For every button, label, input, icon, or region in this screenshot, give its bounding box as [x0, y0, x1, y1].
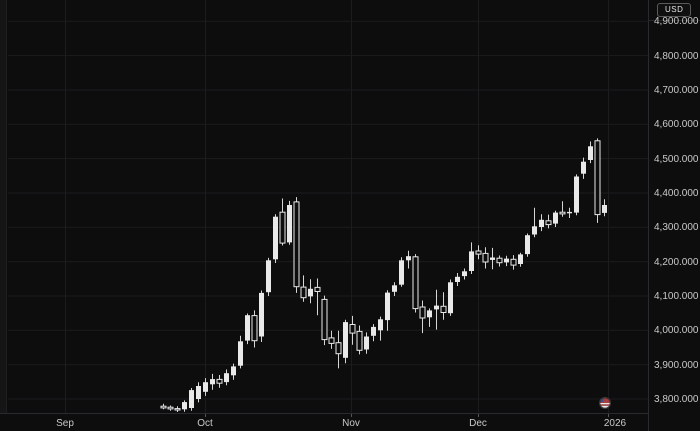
candle-bear[interactable]	[419, 306, 426, 319]
price-axis-label: 4,300.000	[654, 222, 699, 233]
price-axis-label: 4,700.000	[654, 85, 699, 96]
candle-bear[interactable]	[349, 324, 356, 334]
candle-bull[interactable]	[385, 292, 390, 321]
candle-bear[interactable]	[335, 342, 342, 355]
candle-bear[interactable]	[496, 257, 503, 264]
price-axis-label: 4,100.000	[654, 291, 699, 302]
candle-bull[interactable]	[259, 292, 264, 337]
price-axis-label: 4,800.000	[654, 51, 699, 62]
candle-bull[interactable]	[518, 254, 523, 264]
candle-bear[interactable]	[475, 250, 482, 255]
candle-bull[interactable]	[399, 260, 404, 285]
time-axis-label: Dec	[469, 418, 487, 429]
candle-bear[interactable]	[293, 201, 300, 288]
candle-bear[interactable]	[356, 330, 363, 351]
left-edge-panel	[0, 0, 7, 413]
candle-bear[interactable]	[167, 406, 174, 410]
price-axis-label: 4,200.000	[654, 257, 699, 268]
time-axis-label: Oct	[197, 418, 213, 429]
us-flag-event-icon[interactable]	[599, 397, 611, 409]
candle-bear[interactable]	[174, 408, 181, 411]
candlestick-chart[interactable]	[0, 0, 648, 413]
candle-bull[interactable]	[504, 258, 509, 263]
candle-bull[interactable]	[581, 161, 586, 174]
candle-bull[interactable]	[462, 271, 467, 277]
candle-bear[interactable]	[594, 140, 601, 216]
candle-bull[interactable]	[189, 390, 194, 408]
time-axis-label: Sep	[56, 418, 74, 429]
price-axis-header: USD	[649, 0, 700, 21]
candle-bull[interactable]	[287, 205, 292, 243]
candle-bull[interactable]	[343, 322, 348, 358]
price-axis-label: 4,400.000	[654, 188, 699, 199]
price-axis-label: 4,900.000	[654, 16, 699, 27]
candle-bull[interactable]	[266, 260, 271, 293]
candle-bull[interactable]	[238, 341, 243, 366]
candle-bull[interactable]	[588, 146, 593, 160]
price-axis-label: 3,900.000	[654, 360, 699, 371]
candle-bull[interactable]	[455, 276, 460, 282]
candle-bear[interactable]	[279, 211, 286, 244]
candle-bear[interactable]	[300, 286, 307, 299]
candle-bear[interactable]	[559, 211, 566, 215]
price-axis[interactable]: USD 4,900.000 4,800.000 4,700.000 4,600.000…	[648, 0, 700, 431]
candle-bull[interactable]	[574, 176, 579, 213]
candle-bull[interactable]	[273, 216, 278, 260]
candle-bull[interactable]	[378, 319, 383, 331]
candle-bull[interactable]	[532, 226, 537, 235]
candle-bull[interactable]	[427, 310, 432, 318]
time-axis-tick	[478, 414, 479, 417]
time-axis-label: 2026	[603, 418, 627, 429]
candle-bear[interactable]	[510, 258, 517, 266]
time-axis-tick	[608, 414, 609, 417]
price-axis-label: 4,000.000	[654, 325, 699, 336]
time-axis[interactable]: Sep Oct Nov Dec 2026	[0, 413, 648, 431]
candle-bull[interactable]	[224, 373, 229, 383]
candle-bull[interactable]	[490, 257, 495, 260]
candle-bear[interactable]	[160, 405, 167, 409]
candle-bull[interactable]	[182, 402, 187, 410]
candle-bull[interactable]	[210, 379, 215, 385]
candle-bull[interactable]	[203, 382, 208, 392]
candle-bull[interactable]	[469, 251, 474, 271]
candle-bear[interactable]	[440, 305, 447, 313]
candle-bear[interactable]	[545, 220, 552, 226]
candle-bull[interactable]	[539, 219, 544, 227]
time-axis-label: Nov	[342, 418, 360, 429]
candle-bear[interactable]	[251, 315, 258, 342]
candle-bear[interactable]	[482, 252, 489, 263]
price-axis-label: 3,800.000	[654, 394, 699, 405]
candle-bear[interactable]	[412, 256, 419, 310]
candle-bull[interactable]	[371, 326, 376, 336]
candle-bull[interactable]	[448, 282, 453, 314]
candle-bull[interactable]	[245, 315, 250, 341]
candle-bull[interactable]	[392, 285, 397, 292]
candle-bull[interactable]	[406, 256, 411, 261]
time-axis-tick	[205, 414, 206, 417]
candle-bear[interactable]	[328, 337, 335, 344]
candle-bear[interactable]	[321, 298, 328, 341]
candle-bull[interactable]	[602, 205, 607, 213]
candle-bull[interactable]	[308, 288, 313, 297]
candle-bull[interactable]	[364, 336, 369, 350]
price-axis-label: 4,500.000	[654, 154, 699, 165]
candle-bull[interactable]	[553, 212, 558, 224]
price-axis-label: 4,600.000	[654, 119, 699, 130]
candle-bull[interactable]	[567, 211, 572, 214]
currency-chip-button[interactable]: USD	[657, 3, 692, 17]
candle-bull[interactable]	[196, 386, 201, 399]
candle-bear[interactable]	[314, 286, 321, 292]
candle-bull[interactable]	[525, 235, 530, 255]
candle-bull[interactable]	[231, 366, 236, 376]
candle-bear[interactable]	[216, 378, 223, 384]
time-axis-tick	[351, 414, 352, 417]
candle-bull[interactable]	[434, 305, 439, 310]
